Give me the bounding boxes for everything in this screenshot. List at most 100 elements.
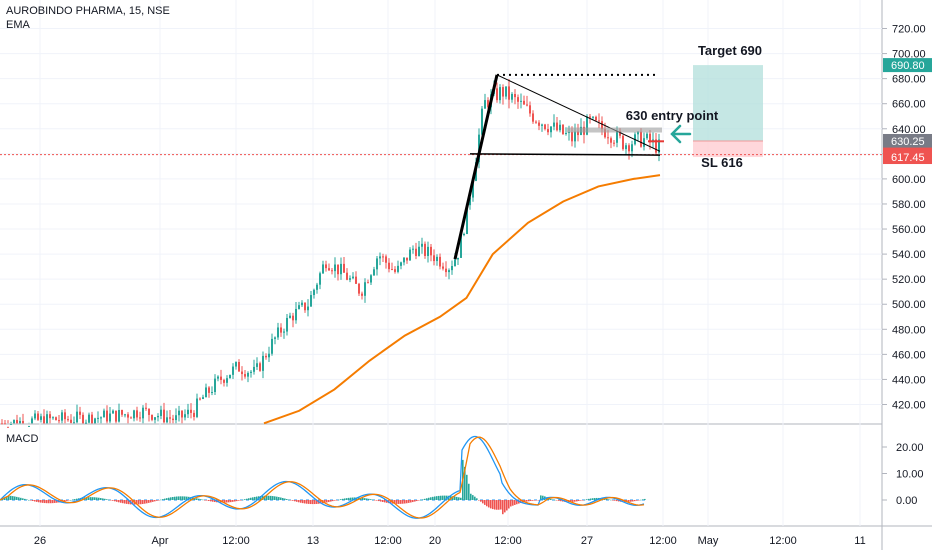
candle-body [175, 415, 177, 421]
candle-body [100, 417, 102, 419]
macd-histogram-bar [12, 496, 14, 500]
candle-body [292, 315, 294, 321]
x-tick-label: 12:00 [222, 535, 250, 547]
y-tick-label: 540.00 [892, 249, 926, 261]
macd-histogram-bar [16, 496, 18, 500]
macd-histogram-bar [90, 497, 92, 500]
macd-histogram-bar [346, 498, 348, 500]
macd-histogram-bar [256, 496, 258, 500]
macd-histogram-bar [526, 500, 528, 502]
macd-histogram-bar [64, 500, 66, 502]
y-tick-label: 560.00 [892, 224, 926, 236]
macd-histogram-bar [70, 499, 72, 501]
macd-histogram-bar [342, 498, 344, 500]
macd-histogram-bar [298, 500, 300, 503]
candle-body [253, 366, 255, 372]
candle-body [319, 273, 321, 285]
macd-histogram-bar [140, 500, 142, 505]
candle-body [547, 129, 549, 133]
y-tick-label: 700.00 [892, 49, 926, 61]
macd-histogram-bar [340, 499, 342, 500]
macd-histogram-bar [138, 500, 140, 505]
macd-histogram-bar [424, 498, 426, 500]
candle-body [244, 374, 246, 377]
macd-histogram-bar [52, 500, 54, 504]
macd-histogram-bar [2, 498, 4, 500]
candle-body [619, 131, 621, 136]
x-tick-label: May [698, 535, 719, 547]
candle-body [304, 302, 306, 311]
macd-histogram-bar [330, 500, 332, 502]
macd-histogram-bar [292, 500, 294, 501]
macd-histogram-bar [210, 500, 212, 502]
macd-histogram-bar [618, 500, 620, 502]
candle-body [574, 131, 576, 142]
candle-body [505, 86, 507, 97]
candle-body [22, 420, 24, 424]
y-tick-label: 720.00 [892, 24, 926, 36]
candle-body [280, 327, 282, 333]
ema-polyline [263, 174, 661, 425]
macd-histogram-bar [588, 498, 590, 500]
candle-body [13, 419, 15, 424]
macd-histogram-bar [514, 500, 516, 505]
macd-histogram-bar [300, 500, 302, 503]
macd-tick-label: 0.00 [896, 495, 917, 507]
x-tick-label: 12:00 [649, 535, 677, 547]
macd-histogram-bar [558, 500, 560, 501]
macd-histogram-bar [468, 483, 470, 500]
macd-histogram-bar [630, 500, 632, 502]
macd-histogram-bar [288, 499, 290, 501]
macd-histogram-bar [366, 498, 368, 500]
macd-histogram-bar [14, 496, 16, 500]
y-tick-label: 640.00 [892, 124, 926, 136]
macd-histogram-bar [246, 498, 248, 500]
candle-body [598, 120, 600, 122]
axes: 420.00 440.00 460.00 480.00 500.00 520.00 540.… [34, 24, 926, 548]
price-label-text: 630.25 [891, 136, 925, 148]
candle-body [205, 387, 207, 398]
candle-body [55, 417, 57, 421]
macd-histogram-bar [506, 500, 508, 511]
candle-body [61, 412, 63, 421]
candle-body [70, 419, 72, 423]
macd-histogram-bar [596, 497, 598, 500]
x-tick-label: 27 [581, 535, 593, 547]
candle-body [256, 363, 258, 367]
macd-histogram-bar [470, 493, 472, 500]
macd-histogram-bar [224, 500, 226, 503]
candle-body [148, 408, 150, 415]
candle-body [340, 263, 342, 275]
macd-histogram-bar [384, 500, 386, 503]
y-tick-label: 600.00 [892, 174, 926, 186]
macd-histogram-bar [68, 500, 70, 501]
candle-body [529, 105, 531, 114]
candle-body [247, 372, 249, 377]
candle-body [625, 145, 627, 150]
candle-body [589, 116, 591, 118]
macd-histogram-bar [458, 497, 460, 500]
macd-histogram-bar [178, 496, 180, 500]
macd-histogram-bar [382, 500, 384, 502]
candle-body [526, 104, 528, 106]
macd-histogram-bar [336, 500, 338, 501]
macd-histogram-bar [164, 498, 166, 500]
candle-body [484, 100, 486, 109]
macd-histogram-bar [414, 500, 416, 502]
macd-histogram-bar [136, 500, 138, 505]
candle-body [40, 416, 42, 420]
ema-indicator-label: EMA [6, 19, 30, 31]
macd-histogram-bar [534, 500, 536, 501]
macd-histogram-bar [428, 497, 430, 500]
macd-histogram-bar [528, 500, 530, 502]
x-tick-label: 12:00 [374, 535, 402, 547]
candle-body [91, 414, 93, 424]
candle-body [139, 417, 141, 419]
macd-histogram-bar [594, 498, 596, 500]
macd-histogram-bar [48, 500, 50, 504]
macd-histogram-bar [614, 500, 616, 501]
macd-histogram-bar [432, 496, 434, 500]
candle-body [373, 269, 375, 276]
trend-drawings [453, 73, 692, 260]
